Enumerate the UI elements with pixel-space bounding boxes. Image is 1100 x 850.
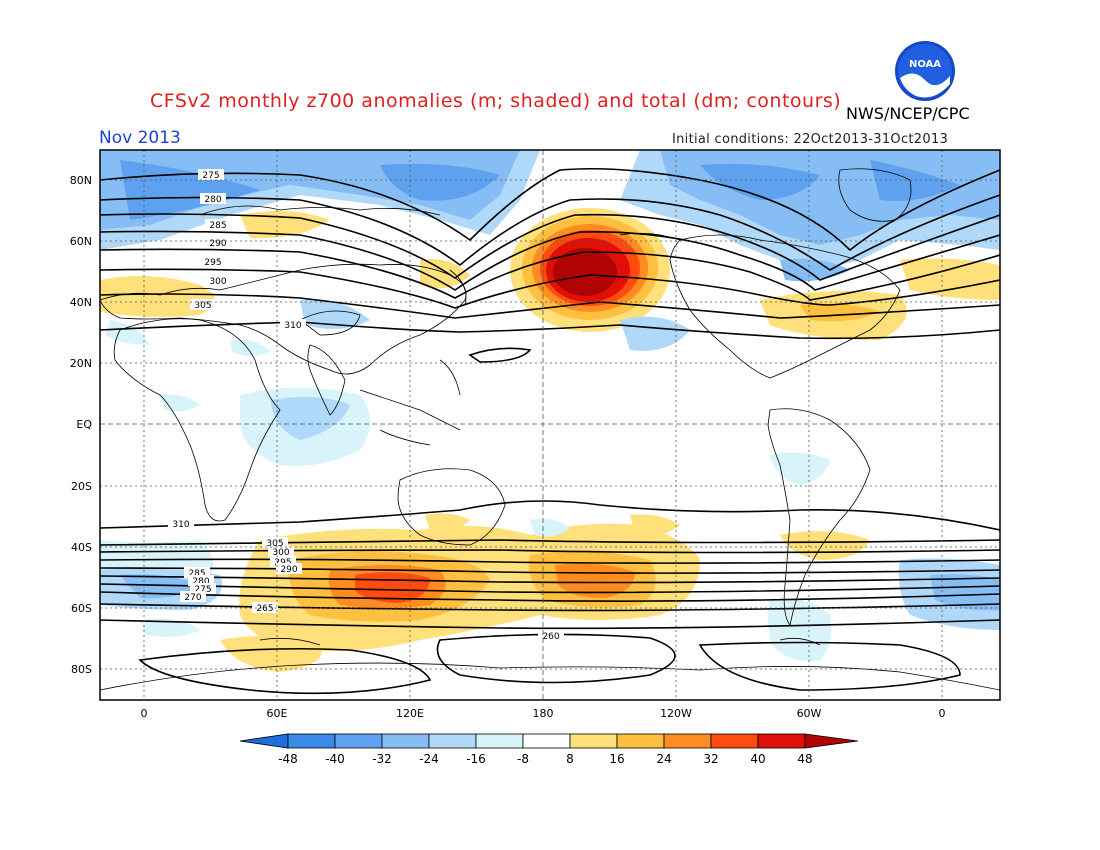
- svg-text:305: 305: [266, 539, 283, 549]
- colorbar-tick-24: 24: [656, 752, 671, 766]
- colorbar-tick-m48: -48: [278, 752, 298, 766]
- contour-label-nh-275: 275: [198, 169, 224, 181]
- contour-label-sh-310: 310: [168, 518, 194, 530]
- contour-label-sh-305: 305: [262, 537, 288, 549]
- contour-label-nh-310: 310: [280, 319, 306, 331]
- shading-npacific-positive: [510, 208, 670, 332]
- colorbar-seg-5: [475, 733, 524, 749]
- colorbar-tick-16: 16: [609, 752, 624, 766]
- lat-label-60s: 60S: [71, 602, 92, 615]
- lon-label-180: 180: [533, 707, 554, 720]
- colorbar-seg-1: [287, 733, 336, 749]
- forecast-month: Nov 2013: [99, 128, 181, 148]
- contour-label-sh-300: 300: [268, 546, 294, 558]
- initial-conditions: Initial conditions: 22Oct2013-31Oct2013: [672, 132, 949, 147]
- colorbar-tick-m8: -8: [517, 752, 529, 766]
- lat-label-40s: 40S: [71, 541, 92, 554]
- colorbar-seg-3: [381, 733, 430, 749]
- contour-label-nh-295: 295: [200, 256, 226, 268]
- lon-label-60e: 60E: [267, 707, 288, 720]
- lat-label-80s: 80S: [71, 663, 92, 676]
- svg-text:275: 275: [202, 171, 219, 181]
- lat-label-20n: 20N: [70, 357, 92, 370]
- svg-text:265: 265: [256, 604, 273, 614]
- svg-text:285: 285: [209, 221, 226, 231]
- svg-text:290: 290: [280, 565, 297, 575]
- colorbar-seg-11: [757, 733, 806, 749]
- map-title: CFSv2 monthly z700 anomalies (m; shaded)…: [150, 90, 842, 112]
- shading-sh-positive: [100, 513, 870, 672]
- colorbar-seg-6: [522, 733, 571, 749]
- colorbar-seg-9: [663, 733, 712, 749]
- map-frame: [99, 149, 1001, 701]
- colorbar-seg-2: [334, 733, 383, 749]
- contour-label-nh-305: 305: [190, 299, 216, 311]
- lat-label-80n: 80N: [70, 174, 92, 187]
- longitude-labels: 0 60E 120E 180 120W 60W 0: [141, 707, 946, 720]
- svg-text:260: 260: [542, 632, 559, 642]
- contours: [100, 167, 1000, 695]
- contour-label-nh-280: 280: [200, 193, 226, 205]
- contour-label-sh-285: 285: [184, 567, 210, 579]
- contour-label-sh-265: 265: [252, 602, 278, 614]
- colorbar-tick-m40: -40: [325, 752, 345, 766]
- contour-label-nh-285: 285: [205, 219, 231, 231]
- svg-text:295: 295: [204, 258, 221, 268]
- lon-label-60w: 60W: [797, 707, 822, 720]
- svg-text:300: 300: [272, 548, 289, 558]
- colorbar-ticks: -48 -40 -32 -24 -16 -8 8 16 24 32 40 48: [278, 752, 812, 766]
- contour-label-sh-260: 260: [538, 630, 564, 642]
- colorbar-seg-10: [710, 733, 759, 749]
- lon-label-120w: 120W: [660, 707, 692, 720]
- colorbar-tick-32: 32: [703, 752, 718, 766]
- svg-text:280: 280: [204, 195, 221, 205]
- noaa-logo-icon: NOAA: [895, 41, 955, 101]
- lon-label-0-left: 0: [141, 707, 148, 720]
- lat-label-40n: 40N: [70, 296, 92, 309]
- svg-text:280: 280: [192, 577, 209, 587]
- lat-label-60n: 60N: [70, 235, 92, 248]
- colorbar-tick-8: 8: [566, 752, 574, 766]
- contour-labels: 275 280 285 290 295 300 305 310 310 305 …: [168, 169, 564, 642]
- contour-label-nh-290: 290: [205, 237, 231, 249]
- svg-text:300: 300: [209, 277, 226, 287]
- colorbar-tick-48: 48: [797, 752, 812, 766]
- colorbar-tick-m24: -24: [419, 752, 439, 766]
- graticule: [100, 150, 1000, 700]
- colorbar-seg-8: [616, 733, 665, 749]
- svg-text:310: 310: [284, 321, 301, 331]
- contour-label-sh-275: 275: [190, 583, 216, 595]
- contour-label-sh-290: 290: [276, 563, 302, 575]
- contour-label-sh-270: 270: [180, 591, 206, 603]
- colorbar-seg-4: [428, 733, 477, 749]
- lat-label-eq: EQ: [76, 418, 92, 431]
- shading-nh-misc: [100, 211, 1000, 356]
- svg-text:NOAA: NOAA: [909, 59, 941, 70]
- svg-text:285: 285: [188, 569, 205, 579]
- lon-label-120e: 120E: [396, 707, 424, 720]
- contour-label-nh-300: 300: [205, 275, 231, 287]
- latitude-labels: 80N 60N 40N 20N EQ 20S 40S 60S 80S: [70, 174, 93, 676]
- colorbar-seg-7: [569, 733, 618, 749]
- contour-label-sh-280: 280: [188, 575, 214, 587]
- organization-label: NWS/NCEP/CPC: [846, 104, 970, 123]
- shading-tropics-negative: [160, 387, 830, 485]
- svg-text:290: 290: [209, 239, 226, 249]
- colorbar-seg-12: [804, 733, 859, 749]
- colorbar-seg-0: [239, 733, 289, 749]
- colorbar-tick-m32: -32: [372, 752, 392, 766]
- colorbar-tick-m16: -16: [466, 752, 486, 766]
- lat-label-20s: 20S: [71, 480, 92, 493]
- svg-text:305: 305: [194, 301, 211, 311]
- svg-text:275: 275: [194, 585, 211, 595]
- colorbar-tick-40: 40: [750, 752, 765, 766]
- lon-label-0-right: 0: [939, 707, 946, 720]
- svg-text:310: 310: [172, 520, 189, 530]
- colorbar: [239, 733, 859, 749]
- svg-text:270: 270: [184, 593, 201, 603]
